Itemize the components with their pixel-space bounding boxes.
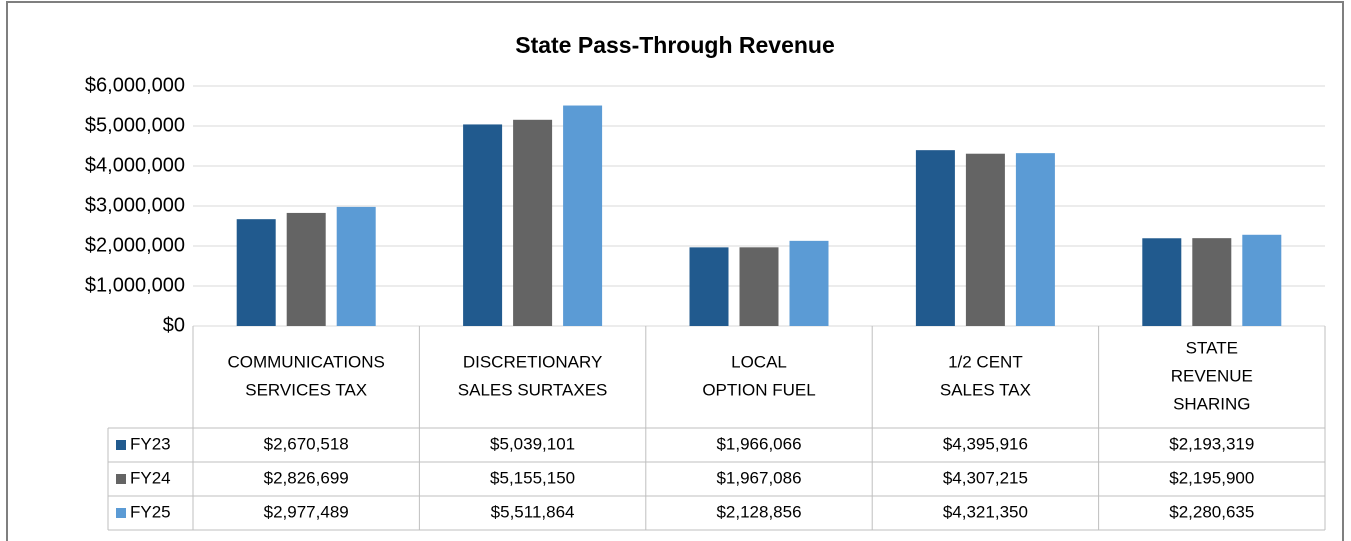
bar <box>1142 238 1182 326</box>
table-value: $2,128,856 <box>716 502 801 521</box>
x-tick-label: DISCRETIONARY <box>463 352 603 371</box>
y-tick-label: $3,000,000 <box>85 194 185 216</box>
table-value: $2,195,900 <box>1169 468 1254 487</box>
y-tick-label: $1,000,000 <box>85 274 185 296</box>
bar <box>513 119 553 326</box>
table-value: $5,511,864 <box>491 502 575 521</box>
chart-title: State Pass-Through Revenue <box>515 32 835 58</box>
legend-label: FY25 <box>130 502 171 521</box>
y-tick-label: $4,000,000 <box>85 154 185 176</box>
table-value: $4,307,215 <box>943 468 1028 487</box>
table-value: $5,039,101 <box>490 434 575 453</box>
bar <box>563 105 603 326</box>
legend-swatch <box>116 508 126 518</box>
x-tick-label: 1/2 CENT <box>948 352 1023 371</box>
legend-swatch <box>116 440 126 450</box>
bar <box>965 153 1005 326</box>
table-value: $4,321,350 <box>943 502 1028 521</box>
legend-label: FY23 <box>130 434 171 453</box>
legend-swatch <box>116 474 126 484</box>
bar <box>463 124 503 326</box>
x-tick-label: SERVICES TAX <box>245 380 367 399</box>
table-value: $2,977,489 <box>264 502 349 521</box>
x-tick-label: SALES TAX <box>940 380 1031 399</box>
chart-border <box>6 1 1344 541</box>
bar <box>915 150 955 326</box>
table-value: $5,155,150 <box>490 468 575 487</box>
y-tick-label: $6,000,000 <box>85 74 185 96</box>
bar <box>1242 234 1282 326</box>
x-tick-label: SALES SURTAXES <box>458 380 608 399</box>
x-tick-label: LOCAL <box>731 352 787 371</box>
y-tick-label: $2,000,000 <box>85 234 185 256</box>
y-tick-label: $0 <box>163 314 185 336</box>
x-tick-label: REVENUE <box>1171 366 1253 385</box>
bar <box>1192 238 1232 326</box>
x-tick-label: COMMUNICATIONS <box>227 352 384 371</box>
table-value: $1,967,086 <box>716 468 801 487</box>
bar <box>236 219 276 326</box>
table-value: $4,395,916 <box>943 434 1028 453</box>
bar <box>739 247 779 326</box>
table-value: $2,826,699 <box>264 468 349 487</box>
bar <box>689 247 729 326</box>
x-tick-label: OPTION FUEL <box>702 380 815 399</box>
y-tick-label: $5,000,000 <box>85 114 185 136</box>
bar <box>789 240 829 326</box>
bar <box>1015 153 1055 326</box>
table-value: $2,193,319 <box>1169 434 1254 453</box>
x-tick-label: SHARING <box>1173 394 1250 413</box>
table-value: $2,280,635 <box>1169 502 1254 521</box>
legend-label: FY24 <box>130 468 171 487</box>
bar <box>336 206 376 326</box>
table-value: $2,670,518 <box>264 434 349 453</box>
table-value: $1,966,066 <box>716 434 801 453</box>
x-tick-label: STATE <box>1186 338 1238 357</box>
bar <box>286 212 326 326</box>
